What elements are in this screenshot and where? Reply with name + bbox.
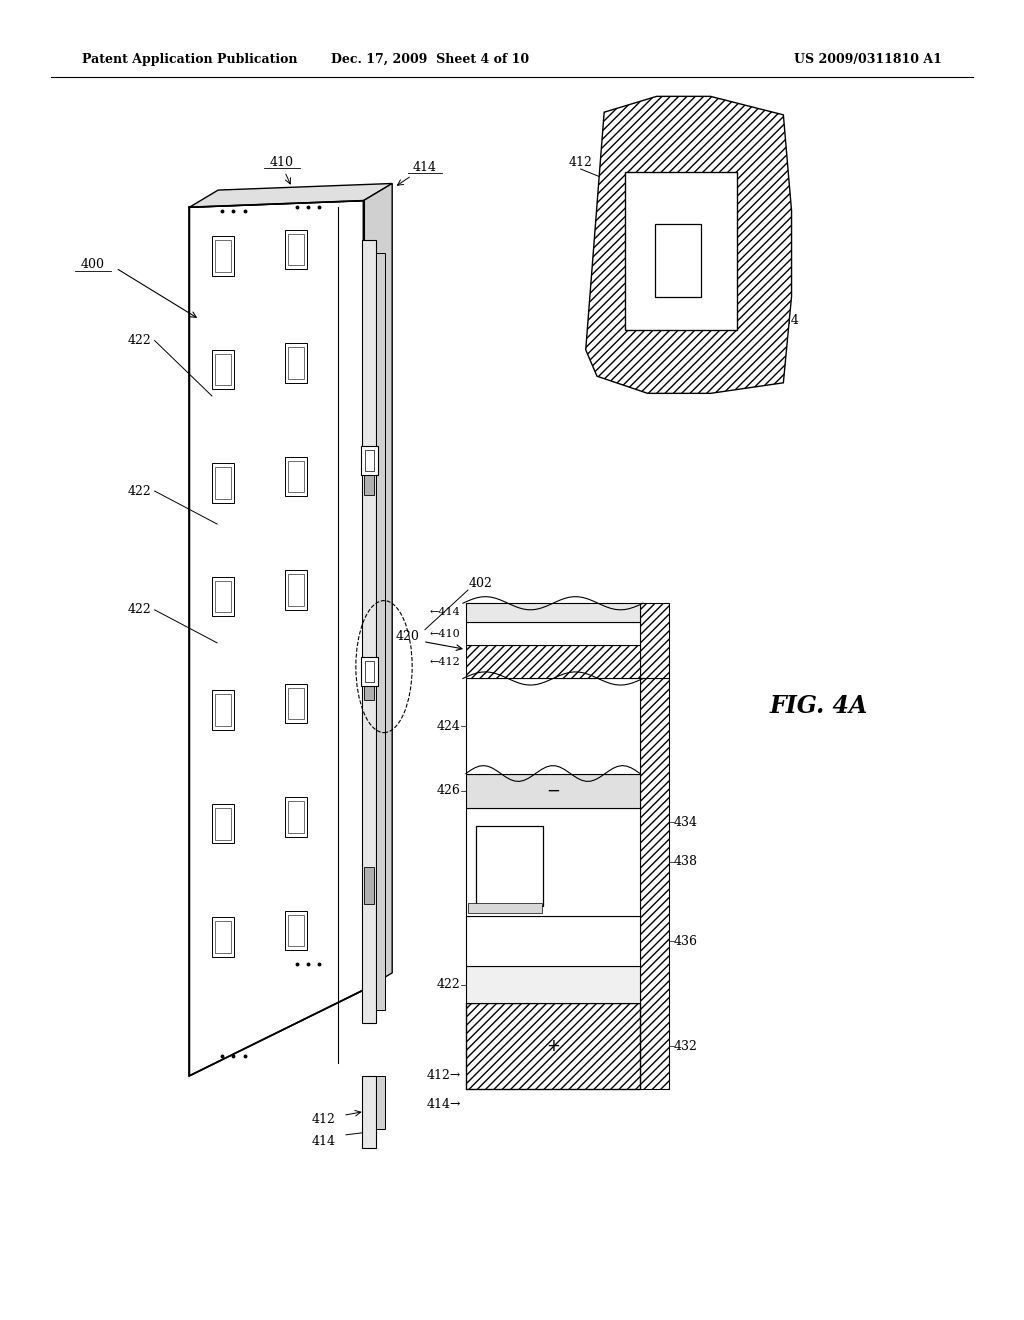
Bar	[466, 678, 640, 774]
Bar	[285, 230, 307, 269]
Text: 412→: 412→	[426, 1069, 461, 1082]
Text: 410: 410	[269, 156, 294, 169]
Bar	[466, 1003, 640, 1089]
Bar	[466, 622, 640, 645]
Bar	[376, 253, 385, 1010]
Bar	[288, 461, 304, 492]
Bar	[466, 645, 640, 678]
Bar	[288, 915, 304, 946]
Bar	[215, 354, 231, 385]
Bar	[468, 903, 542, 913]
Bar	[466, 966, 640, 1003]
Bar	[466, 603, 640, 622]
Bar	[288, 801, 304, 833]
Bar	[361, 446, 378, 475]
Bar	[640, 603, 669, 678]
Bar	[212, 236, 234, 276]
Bar	[365, 661, 374, 682]
Polygon shape	[189, 201, 364, 1076]
Bar	[625, 172, 737, 330]
Bar	[212, 577, 234, 616]
Text: 412: 412	[311, 1113, 336, 1126]
Polygon shape	[189, 183, 392, 207]
Text: 434: 434	[674, 816, 697, 829]
Bar	[285, 457, 307, 496]
Text: 414: 414	[413, 161, 437, 174]
Bar	[215, 467, 231, 499]
Bar	[212, 804, 234, 843]
Text: 424: 424	[775, 314, 799, 327]
Text: ←412: ←412	[430, 657, 461, 667]
Bar	[215, 694, 231, 726]
Bar	[362, 240, 376, 1023]
Bar	[361, 657, 378, 686]
Text: 400: 400	[80, 257, 104, 271]
Text: +: +	[546, 1038, 560, 1055]
Text: 438: 438	[674, 855, 697, 869]
Bar	[364, 867, 374, 904]
Text: 432: 432	[674, 1040, 697, 1052]
Text: US 2009/0311810 A1: US 2009/0311810 A1	[795, 53, 942, 66]
Text: 414: 414	[311, 1135, 336, 1148]
Bar	[215, 240, 231, 272]
Text: 412: 412	[568, 156, 593, 169]
Text: 422: 422	[437, 978, 461, 991]
Bar	[640, 678, 669, 1089]
Bar	[288, 234, 304, 265]
Bar	[215, 581, 231, 612]
Bar	[215, 921, 231, 953]
Bar	[466, 774, 640, 808]
Bar	[212, 463, 234, 503]
Bar	[476, 826, 543, 906]
Text: 422: 422	[128, 484, 152, 498]
Text: Patent Application Publication: Patent Application Publication	[82, 53, 297, 66]
Bar	[288, 574, 304, 606]
Text: 422: 422	[128, 334, 152, 347]
Bar	[285, 911, 307, 950]
Text: −: −	[546, 781, 560, 800]
Text: 420: 420	[396, 630, 420, 643]
Bar	[376, 1076, 385, 1129]
Bar	[362, 1076, 376, 1148]
Bar	[288, 688, 304, 719]
Text: 414→: 414→	[426, 1098, 461, 1111]
Bar	[288, 347, 304, 379]
Polygon shape	[364, 183, 392, 990]
Text: 422: 422	[128, 603, 152, 616]
Bar	[285, 570, 307, 610]
Bar	[466, 808, 640, 916]
Bar	[364, 458, 374, 495]
Text: Dec. 17, 2009  Sheet 4 of 10: Dec. 17, 2009 Sheet 4 of 10	[331, 53, 529, 66]
Bar	[285, 797, 307, 837]
Bar	[285, 343, 307, 383]
Bar	[466, 916, 640, 966]
Bar	[215, 808, 231, 840]
Text: 436: 436	[674, 935, 697, 948]
Text: D: D	[690, 195, 699, 206]
Bar	[285, 684, 307, 723]
Text: 402: 402	[469, 577, 493, 590]
Text: ←410: ←410	[430, 628, 461, 639]
Bar	[364, 663, 374, 700]
Polygon shape	[586, 96, 792, 393]
Bar	[655, 224, 701, 297]
Text: FIG. 4A: FIG. 4A	[770, 694, 868, 718]
Text: 426: 426	[437, 784, 461, 797]
Bar	[212, 690, 234, 730]
Bar	[212, 350, 234, 389]
Bar	[365, 450, 374, 471]
Text: 424: 424	[437, 719, 461, 733]
Bar	[212, 917, 234, 957]
Text: ←414: ←414	[430, 607, 461, 618]
